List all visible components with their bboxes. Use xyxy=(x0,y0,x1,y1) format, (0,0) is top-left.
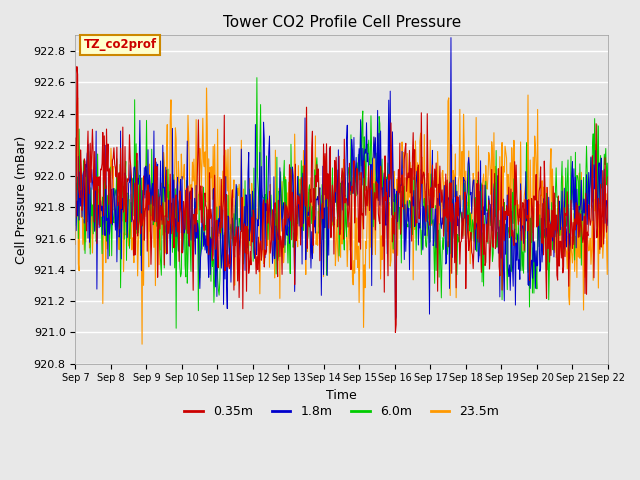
Text: TZ_co2prof: TZ_co2prof xyxy=(83,38,157,51)
Legend: 0.35m, 1.8m, 6.0m, 23.5m: 0.35m, 1.8m, 6.0m, 23.5m xyxy=(179,400,504,423)
Y-axis label: Cell Pressure (mBar): Cell Pressure (mBar) xyxy=(15,135,28,264)
Title: Tower CO2 Profile Cell Pressure: Tower CO2 Profile Cell Pressure xyxy=(223,15,461,30)
X-axis label: Time: Time xyxy=(326,389,357,402)
